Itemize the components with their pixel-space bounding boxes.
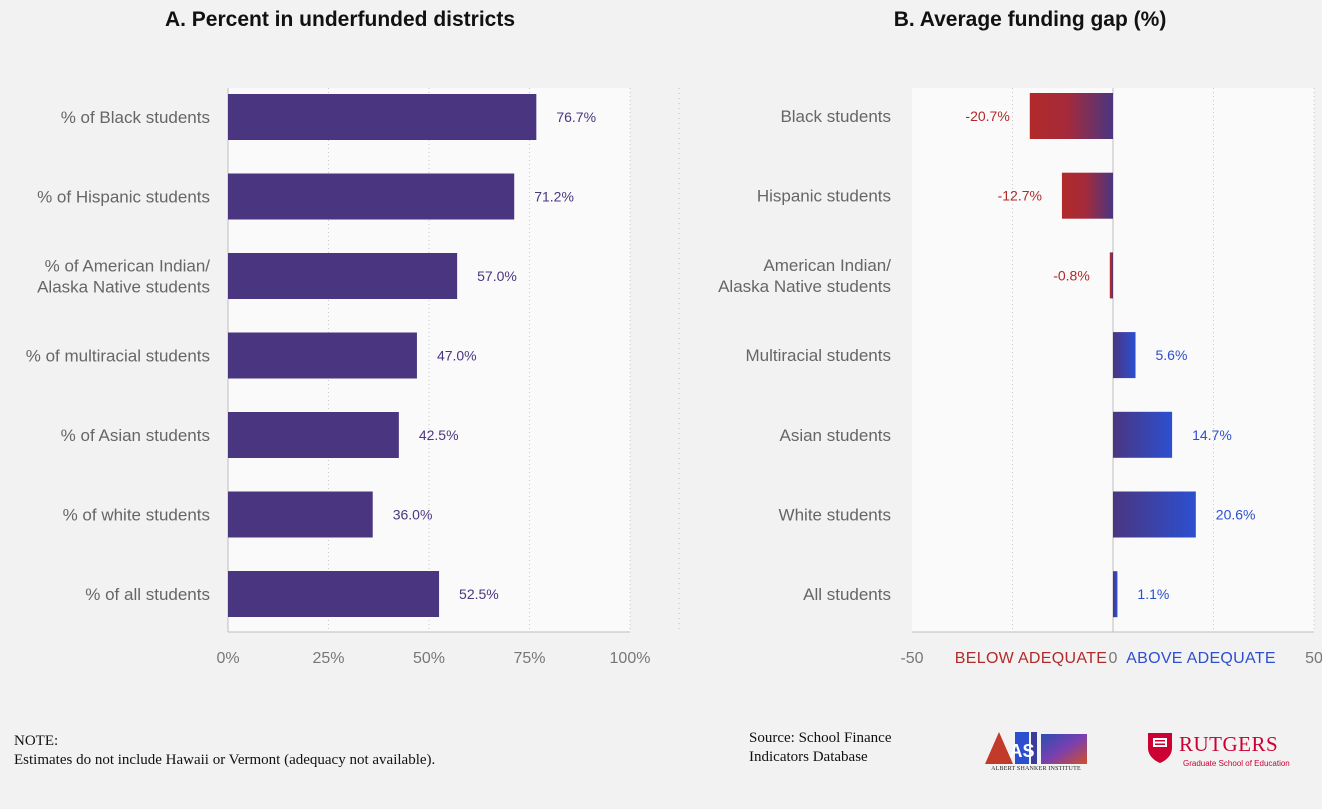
panel-b-value-label: 14.7%	[1192, 427, 1232, 443]
panel-b-bar	[1029, 93, 1113, 139]
asi-logo-a-shape	[985, 732, 1013, 764]
panel-b-tick-label: 0	[1109, 650, 1118, 667]
panel-b-tick-label: -50	[900, 650, 923, 667]
panel-a-category-label: % of Asian students	[61, 426, 210, 445]
panel-a-category-label: % of white students	[63, 506, 210, 525]
below-adequate-label: BELOW ADEQUATE	[955, 650, 1107, 667]
panel-b-bar	[1113, 332, 1136, 379]
panel-b-value-label: 5.6%	[1156, 347, 1188, 363]
panel-b-category-label: American Indian/Alaska Native students	[718, 256, 891, 296]
panel-a-value-label: 36.0%	[393, 507, 433, 523]
panel-a-bar	[228, 94, 537, 140]
panel-a-category-label: % of Hispanic students	[37, 188, 210, 207]
note-heading: NOTE:	[14, 733, 59, 749]
rutgers-shield-icon	[1148, 733, 1172, 763]
panel-a-bar	[228, 332, 417, 379]
panel-b-bar	[1061, 172, 1113, 219]
rutgers-subtitle: Graduate School of Education	[1183, 759, 1290, 768]
asi-logo-i-bar	[1031, 732, 1037, 764]
asi-logo-letters: AS	[1009, 741, 1034, 761]
panel-b-chart: -20.7% Black students -12.7% Hispanic stude…	[718, 88, 1322, 667]
panel-b-value-label: -12.7%	[998, 188, 1042, 204]
panel-b-category-label: Black students	[780, 107, 891, 126]
panel-b-category-label: White students	[779, 506, 891, 525]
panel-a-tick-label: 50%	[413, 650, 445, 667]
rutgers-logo: RUTGERS Graduate School of Education	[1145, 730, 1320, 774]
note-text: Estimates do not include Hawaii or Vermo…	[14, 752, 436, 768]
panel-a-tick-label: 75%	[513, 650, 545, 667]
panel-b-bar	[1113, 411, 1173, 458]
panel-a-bar	[228, 412, 399, 458]
asi-logo-name: ALBERT SHANKER INSTITUTE	[991, 766, 1081, 772]
panel-b-category-label: Asian students	[779, 426, 891, 445]
panel-a-title: A. Percent in underfunded districts	[164, 8, 516, 31]
panel-a-value-label: 76.7%	[556, 109, 596, 125]
panel-b-value-label: -20.7%	[965, 108, 1009, 124]
panel-a-value-label: 57.0%	[477, 268, 517, 284]
panel-a-value-label: 71.2%	[534, 189, 574, 205]
panel-b-value-label: -0.8%	[1053, 267, 1090, 283]
asi-logo-mark: AS	[985, 732, 1087, 764]
panel-a-bar	[228, 253, 458, 299]
panel-b-bar	[1113, 571, 1118, 618]
source-text: Source: School Finance Indicators Databa…	[749, 730, 892, 765]
panel-a-category-label: % of American Indian/Alaska Native stude…	[37, 257, 210, 297]
panel-b-bar	[1113, 491, 1196, 538]
panel-a-value-label: 52.5%	[459, 586, 499, 602]
panel-b-bar	[1109, 252, 1113, 299]
panel-a-chart: 0% 25% 50% 75% 100% 76.7% % of Black students 7…	[26, 88, 651, 667]
panel-b-title: B. Average funding gap (%)	[893, 8, 1167, 31]
panel-a-category-label: % of multiracial students	[26, 347, 210, 366]
panel-a-category-label: % of Black students	[61, 108, 210, 127]
panel-b-category-label: Hispanic students	[757, 187, 891, 206]
panel-b-value-label: 1.1%	[1137, 586, 1169, 602]
note-block: NOTE: Estimates do not include Hawaii or…	[14, 732, 435, 770]
panel-a-value-label: 42.5%	[419, 427, 459, 443]
panel-a-tick-label: 0%	[216, 650, 239, 667]
albert-shanker-institute-logo: AS ALBERT SHANKER INSTITUTE	[983, 730, 1089, 774]
rutgers-wordmark: RUTGERS	[1179, 732, 1279, 756]
panel-a-tick-label: 100%	[610, 650, 651, 667]
panel-a-category-label: % of all students	[85, 585, 210, 604]
panel-a-bar	[228, 173, 515, 220]
panel-b-category-label: All students	[803, 585, 891, 604]
above-adequate-label: ABOVE ADEQUATE	[1126, 650, 1276, 667]
panel-b-tick-label: 50	[1305, 650, 1322, 667]
asi-logo-s-block	[1015, 732, 1029, 764]
panel-a-bar	[228, 571, 440, 617]
panel-b-category-label: Multiracial students	[745, 346, 891, 365]
asi-logo-image	[1041, 734, 1087, 764]
panel-a-bar	[228, 491, 373, 538]
panel-a-tick-label: 25%	[312, 650, 344, 667]
panel-b-value-label: 20.6%	[1216, 507, 1256, 523]
panel-a-value-label: 47.0%	[437, 348, 477, 364]
